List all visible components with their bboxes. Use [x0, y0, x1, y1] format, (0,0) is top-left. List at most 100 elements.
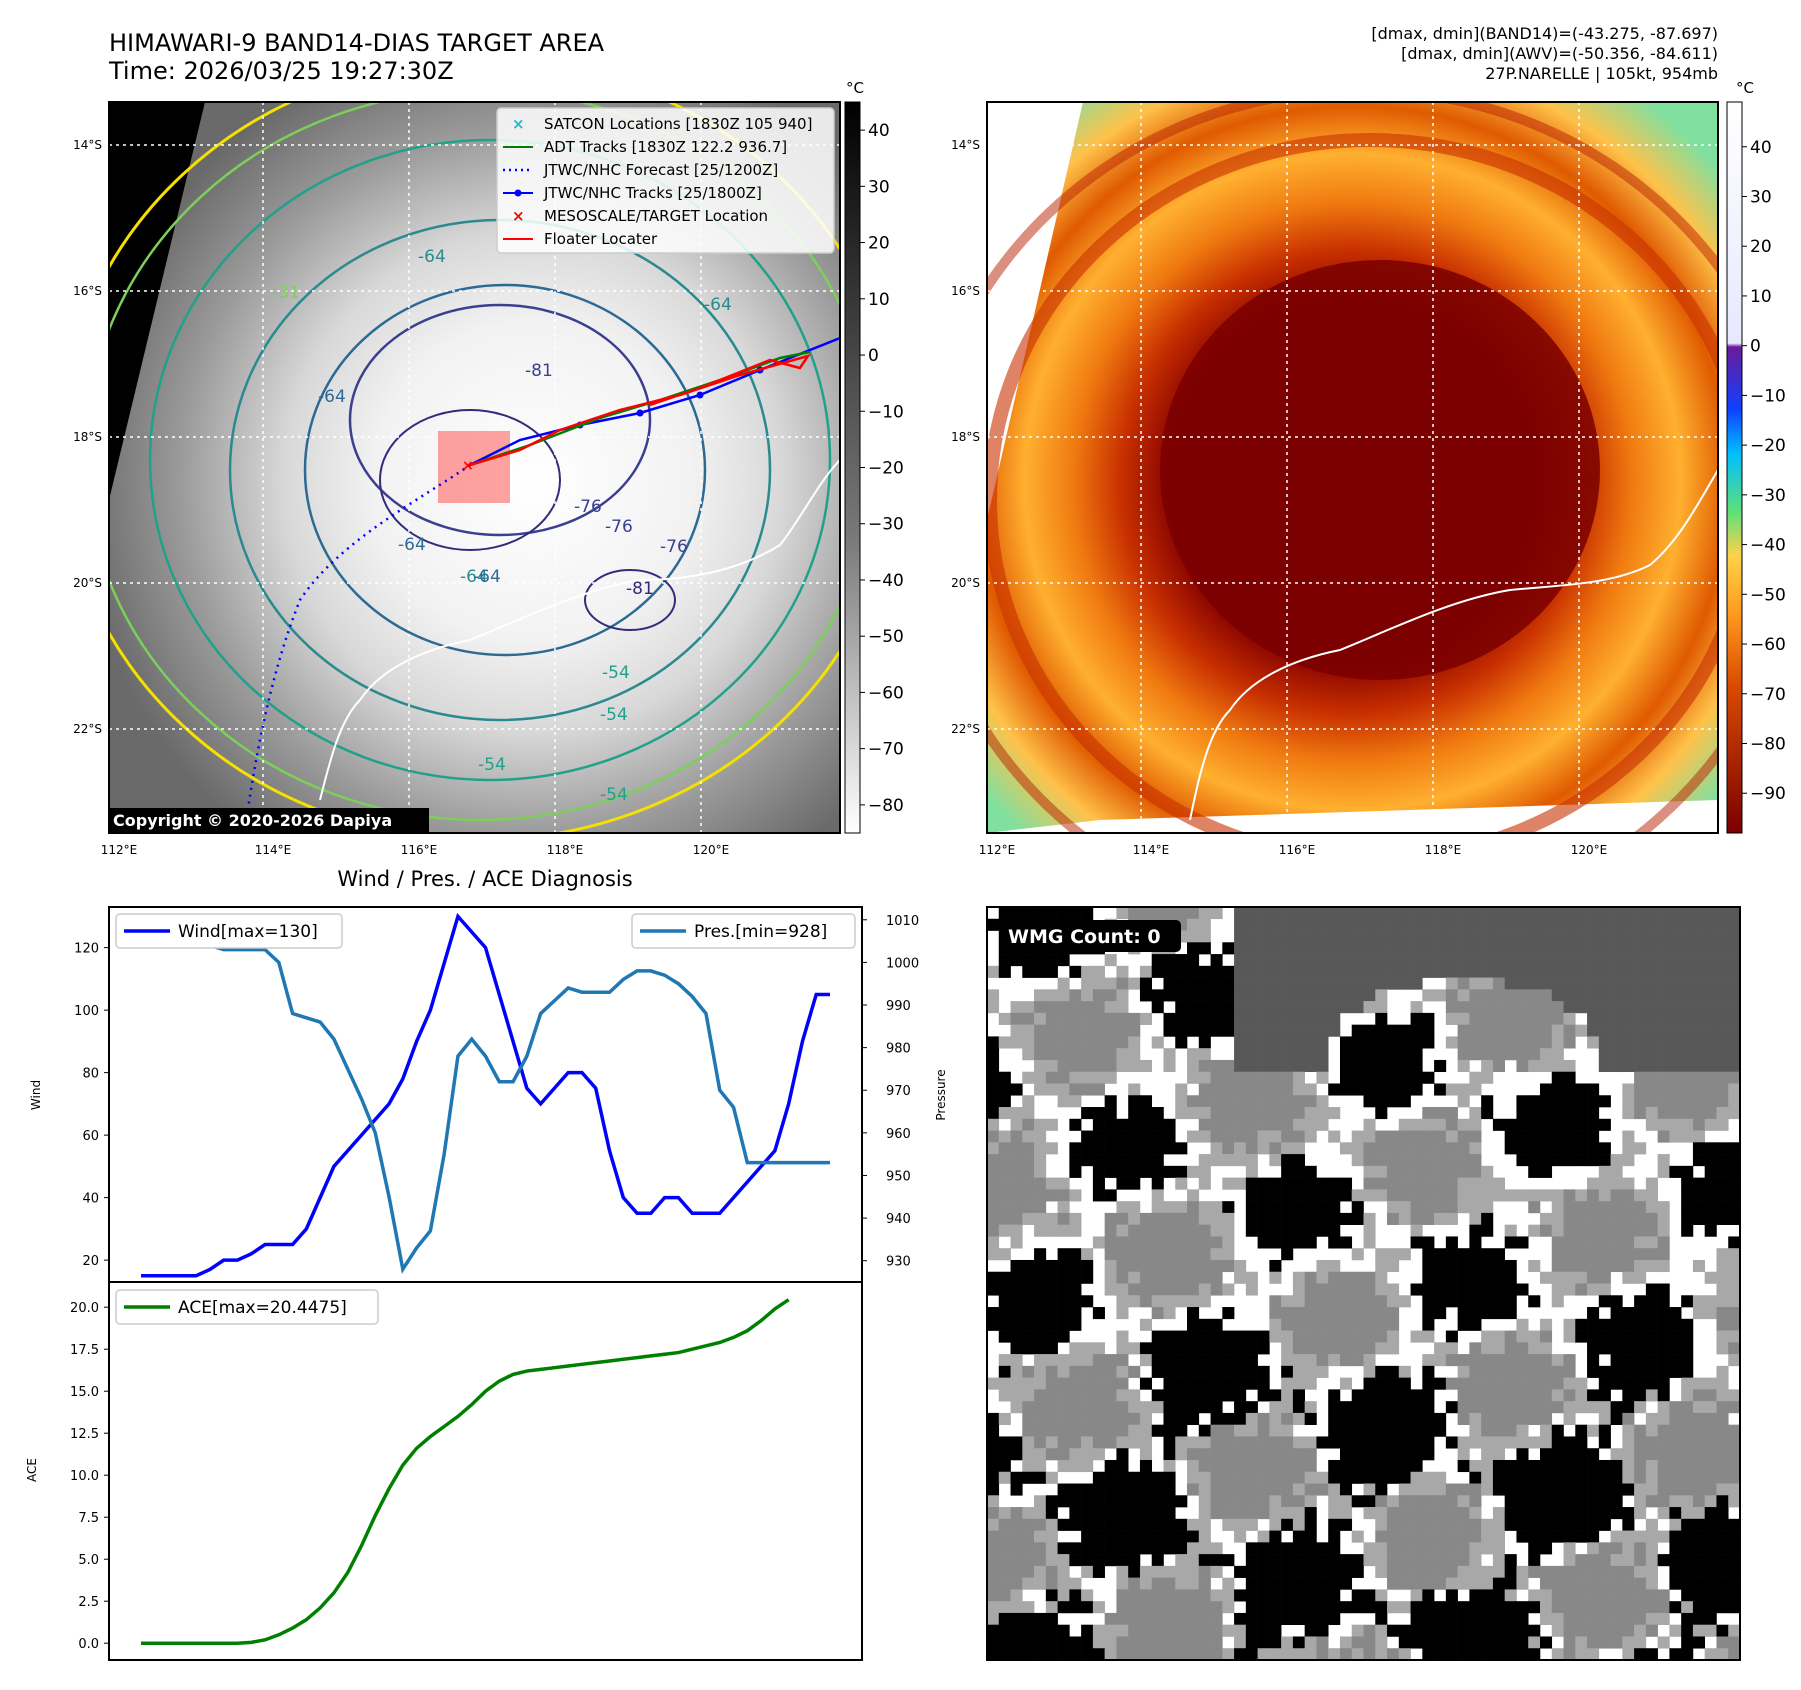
wmg-cell	[1728, 1165, 1741, 1178]
wmg-cell	[1269, 1224, 1282, 1237]
wmg-cell	[1057, 1059, 1070, 1073]
wmg-cell	[1198, 1601, 1211, 1614]
wmg-cell	[1351, 1083, 1364, 1096]
wmg-cell	[1128, 1130, 1141, 1143]
wmg-cell	[1045, 1624, 1058, 1637]
wmg-cell	[1175, 1412, 1188, 1425]
wmg-cell	[1598, 1612, 1611, 1626]
wmg-cell	[1069, 1577, 1082, 1590]
wmg-cell	[1504, 1648, 1517, 1661]
wmg-cell	[1057, 1448, 1070, 1461]
wmg-cell	[1645, 1330, 1658, 1343]
wmg-cell	[1187, 907, 1200, 920]
wmg-cell	[1622, 1377, 1635, 1390]
wmg-cell	[1281, 1048, 1294, 1061]
wmg-cell	[1339, 1577, 1353, 1590]
wmg-cell	[998, 1518, 1011, 1531]
wmg-cell	[1187, 1448, 1200, 1461]
wind-ytick-label: 20	[82, 1254, 99, 1269]
wmg-cell	[1363, 965, 1376, 978]
wmg-cell	[1398, 1636, 1411, 1649]
legend-label: Floater Locater	[544, 230, 658, 248]
wmg-cell	[1481, 1165, 1494, 1178]
wmg-cell	[1269, 1083, 1282, 1096]
wmg-cell	[1045, 1542, 1058, 1555]
wmg-cell	[1375, 1495, 1388, 1508]
wmg-cell	[1363, 1401, 1376, 1414]
contour-label: -64	[398, 535, 426, 555]
wmg-cell	[1539, 1542, 1553, 1555]
wmg-cell	[1445, 1483, 1458, 1496]
wmg-cell	[1375, 977, 1388, 990]
wmg-cell	[1551, 1483, 1564, 1496]
wmg-cell	[1375, 1330, 1388, 1343]
ace-ytick-label: 10.0	[70, 1469, 99, 1484]
right-map-panel	[987, 102, 1718, 833]
wmg-cell	[1539, 1095, 1553, 1108]
wmg-cell	[1634, 1036, 1647, 1049]
legend-label: JTWC/NHC Forecast [25/1200Z]	[543, 161, 778, 179]
wmg-cell	[1457, 1189, 1470, 1202]
legend-label: ADT Tracks [1830Z 122.2 936.7]	[544, 138, 787, 156]
contour-label: -76	[605, 517, 633, 537]
wmg-cell	[1139, 907, 1153, 920]
wmg-cell	[1128, 1271, 1141, 1284]
wmg-cell	[1092, 977, 1105, 990]
wmg-cell	[1139, 1459, 1153, 1473]
wmg-cell	[1116, 1624, 1129, 1637]
wmg-cell	[987, 1283, 1000, 1296]
wmg-cell	[1728, 1624, 1741, 1637]
wmg-cell	[1528, 1259, 1541, 1273]
wmg-cell	[1292, 977, 1305, 990]
wmg-cell	[1434, 1165, 1447, 1178]
wmg-cell	[1022, 1530, 1035, 1543]
wmg-cell	[1422, 1295, 1435, 1308]
wmg-cell	[1245, 1636, 1258, 1649]
wmg-cell	[1292, 1212, 1305, 1225]
wmg-cell	[1634, 1612, 1647, 1626]
wmg-cell	[1057, 1201, 1070, 1214]
legend-item: × MESOSCALE/TARGET Location	[512, 207, 768, 225]
wmg-cell	[1257, 1636, 1270, 1649]
wmg-cell	[1139, 1248, 1153, 1261]
wmg-cell	[1551, 1154, 1564, 1167]
wmg-cell	[1657, 1048, 1670, 1061]
wmg-cell	[1598, 1048, 1611, 1061]
wmg-cell	[1481, 1342, 1494, 1355]
wmg-cell	[1151, 1189, 1164, 1202]
wmg-cell	[1622, 954, 1635, 967]
wmg-cell	[1210, 1201, 1223, 1214]
wmg-cell	[1092, 1412, 1105, 1425]
wmg-cell	[1010, 1224, 1023, 1237]
wmg-cell	[1481, 1471, 1494, 1484]
wmg-cell	[1481, 965, 1494, 978]
wmg-cell	[1481, 1589, 1494, 1602]
wmg-cell	[1045, 1636, 1058, 1649]
wmg-cell	[1351, 1059, 1364, 1073]
wmg-cell	[1175, 1271, 1188, 1284]
wmg-cell	[1363, 1212, 1376, 1225]
wmg-cell	[1645, 1295, 1658, 1308]
wmg-cell	[1057, 1554, 1070, 1567]
wmg-cell	[1457, 1401, 1470, 1414]
wmg-cell	[1234, 1036, 1247, 1049]
wmg-cell	[1387, 1518, 1400, 1531]
wmg-cell	[1269, 1095, 1282, 1108]
wmg-cell	[1057, 1624, 1070, 1637]
wmg-cell	[1175, 1177, 1188, 1190]
wmg-cell	[1610, 1624, 1623, 1637]
wmg-cell	[1469, 1471, 1482, 1484]
wmg-cell	[1351, 1189, 1364, 1202]
wmg-cell	[1469, 954, 1482, 967]
wmg-cell	[1387, 1436, 1400, 1449]
wmg-cell	[1587, 907, 1600, 920]
wmg-cell	[1587, 1612, 1600, 1626]
wmg-cell	[1669, 965, 1682, 978]
wmg-cell	[1681, 1565, 1694, 1578]
wmg-cell	[1469, 1154, 1482, 1167]
wmg-cell	[1210, 1248, 1223, 1261]
wmg-cell	[1610, 1330, 1623, 1343]
wmg-cell	[1492, 1330, 1505, 1343]
wmg-cell	[1634, 1354, 1647, 1367]
wmg-cell	[1045, 1612, 1058, 1626]
